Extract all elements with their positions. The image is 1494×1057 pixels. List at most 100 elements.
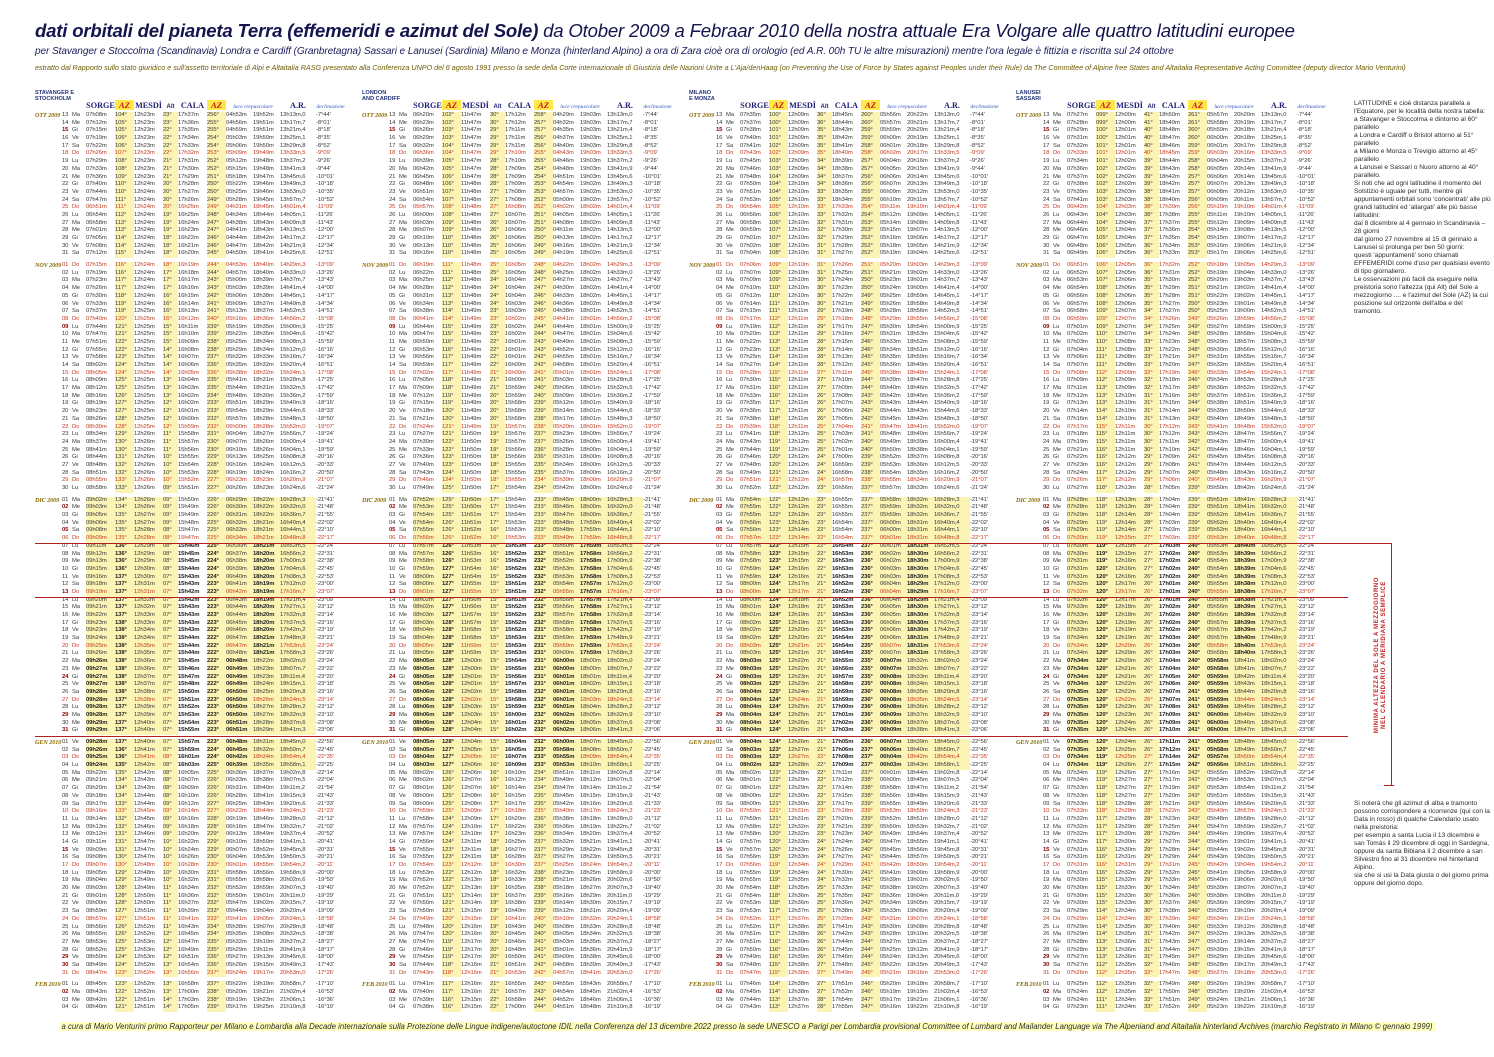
table-row: 14 Gi 07h57m 120° 12h33m 24° 17h24m 240° 05h47m…	[716, 838, 988, 847]
table-row: 08 Ve 09h18m 134° 12h44m 08° 16h10m 226° 06h28m…	[62, 792, 334, 801]
table-row: 19 Sa 09h24m 138° 12h34m 07° 15h44m 222° 06h47m…	[62, 635, 334, 643]
table-row: 28 Lu 08h04m 124° 12h25m 21° 17h00m 236° 06h08m…	[716, 704, 988, 712]
table-row: 28 Me 06h46m 105° 12h04m 37° 17h36m 254° 05h14m…	[1043, 227, 1315, 235]
table-row: 21 Gi 07h51m 121° 12h14m 19° 16h37m 239° 05h16m…	[389, 892, 661, 901]
table-row: 27 Ma 06h44m 104° 12h04m 37° 17h37m 255° 05h12m…	[1043, 219, 1315, 228]
column-header-cala: CALA	[834, 101, 859, 110]
table-row: 22 Ve 07h53m 118° 12h36m 25° 17h36m 242° 05h34m…	[716, 900, 988, 909]
table-row: 16 Ve 07h31m 100° 12h01m 40° 18h47m 260° 06h00m…	[1043, 135, 1312, 143]
table-row: 13 Do 08h01m 127° 11h55m 15° 15h51m 232° 05h55m…	[389, 588, 661, 597]
table-row: 17 Sa 07h22m 106° 12h23m 22° 17h33m 254° 05h06m…	[62, 142, 331, 151]
table-row: 26 Ma 08h55m 126° 12h52m 12° 16h45m 234° 05h35m…	[62, 931, 334, 939]
table-row: 03 Do 08h03m 123° 12h27m 22° 17h08m 237° 06h04m…	[716, 754, 988, 763]
table-row: 15 Ve 07h55m 123° 12h11m 18° 16h27m 237° 05h29m…	[389, 846, 661, 855]
table-row: 24 Gi 08h05m 128° 12h01m 15° 15h56m 231° 06h01m…	[389, 673, 661, 682]
table-row: 15 Do 08h05m 124° 12h25m 14° 16h05m 236° 05h38m…	[62, 369, 334, 378]
station-table-header: LONDON AND CARDIFF SORGE AZ MESDÌ Alt CALA AZ lu…	[362, 86, 689, 112]
table-row: 18 Ve 07h33m 120° 12h19m 26° 17h02m 240° 05h57m…	[1043, 627, 1315, 636]
table-row: 03 Do 07h34m 119° 12h25m 27° 17h14m 242° 05h57m…	[1043, 754, 1315, 763]
table-row: 26 Ma 07h51m 117° 12h38m 26° 17h42m 243° 05h28m…	[716, 931, 988, 939]
table-row: 11 Me 07h22m 113° 12h11m 28° 17h15m 246° 05h33m…	[716, 338, 988, 347]
footer-credit: a cura di Mario Venturini primo Rapporte…	[0, 1022, 1494, 1031]
table-row: 07 Lu 09h11m 136° 12h29m 08° 15h46m 225° 06h36m…	[62, 542, 334, 551]
table-row: 30 Lu 07h52m 122° 12h12m 23° 16h56m 237° 05h57m…	[716, 485, 988, 493]
table-row: 04 Gi 07h38m 116° 12h15m 22° 17h00m 244° 04h51m…	[389, 1004, 661, 1013]
table-row: 12 Gi 06h53m 116° 11h49m 22° 16h01m 243° 04h52m…	[389, 346, 661, 355]
table-row: 03 Ma 06h25m 112° 11h48m 24° 16h04m 247° 04h27m…	[389, 277, 661, 286]
table-row: 16 Lu 07h30m 115° 12h11m 27° 17h10m 244° 05h39m…	[716, 377, 988, 386]
table-row: 04 Lu 09h24m 135° 12h42m 08° 16h03m 225° 06h39m…	[62, 762, 334, 770]
table-row: 07 Sa 06h38m 114° 11h49m 23° 16h03m 245° 04h38m…	[389, 308, 661, 316]
table-row: 20 Ma 07h46m 103° 12h09m 34° 18h38m 257° 06h05m…	[716, 165, 985, 174]
column-header-sorge: SORGE	[413, 101, 442, 110]
table-row: 19 Gi 07h35m 117° 12h11m 26° 17h07m 243° 05h43m…	[716, 400, 988, 409]
table-row: 16 Me 08h01m 124° 12h19m 21° 16h53m 236° 06h05m…	[716, 612, 988, 620]
table-row: 15 Do 07h08m 112° 12h09m 32° 17h19m 246° 05h33m…	[1043, 369, 1315, 378]
table-row: DIC 2009 01 Ma 09h02m 134° 12h26m 09° 15h50m 22…	[35, 496, 334, 505]
table-row: 19 Sa 08h02m 125° 12h20m 21° 16h54m 235° 06h06m…	[716, 635, 988, 643]
page-subtitle: per Stavanger e Stoccolma (Scandinavia) …	[35, 46, 1174, 57]
table-row: 07 Gi 08h01m 126° 12h07m 16° 16h14m 234° 05h47m…	[389, 785, 661, 793]
table-row: 30 Sa 07h27m 112° 12h35m 32° 17h46m 248° 05h28m…	[1043, 961, 1315, 970]
table-row: 22 Ma 08h05m 128° 12h00m 15° 15h54m 231° 06h00m…	[389, 658, 661, 666]
table-row: 03 Do 09h25m 136° 12h41m 08° 16h01m 224° 06h42m…	[62, 754, 334, 763]
table-row: 15 Ve 07h31m 116° 12h30m 29° 17h28m 244° 05h44m…	[1043, 846, 1315, 855]
table-row: 21 Gi 07h30m 115° 12h33m 30° 17h36m 246° 05h38m…	[1043, 892, 1315, 901]
page-title-bold: dati orbitali del pianeta Terra (effemer…	[35, 20, 539, 41]
column-header-sorge: SORGE	[86, 101, 115, 110]
table-row: 27 Ma 06h58m 113° 12h24m 19° 16h24m 247° 04h38m…	[62, 219, 334, 228]
column-header-alt: Alt	[493, 104, 502, 110]
table-row: 13 Do 07h32m 120° 12h17m 26° 17h01m 240° 05h55m…	[1043, 588, 1315, 597]
table-row: 23 Me 08h03m 125° 12h22m 21° 16h56m 235° 06h07m…	[716, 665, 988, 674]
column-header-ar: A.R.	[617, 101, 633, 110]
table-row: 28 Gi 07h28m 113° 12h36m 31° 17h44m 247° 05h30m…	[1043, 946, 1315, 955]
table-row: 04 Ve 07h56m 123° 12h13m 23° 16h54m 237° 06h00m…	[716, 519, 988, 528]
table-row: 16 Sa 07h55m 123° 12h11m 18° 16h28m 237° 05h27m…	[389, 854, 661, 862]
column-header-ar: A.R.	[944, 101, 960, 110]
column-header-az: AZ	[769, 100, 788, 110]
table-row: 22 Do 07h24m 121° 11h49m 19° 15h57m 238° 05h20m…	[389, 423, 661, 432]
column-header-decl: declinazione	[643, 104, 672, 110]
table-row: 07 Gi 09h20m 134° 12h43m 08° 16h09m 226° 06h31m…	[62, 785, 334, 793]
table-row: 12 Sa 07h32m 120° 12h17m 26° 17h01m 240° 05h55m…	[1043, 581, 1315, 589]
table-row: 24 Sa 06h54m 107° 11h48m 27° 17h08m 252° 05h00m…	[389, 196, 661, 205]
table-row: 27 Do 09h28m 137° 12h38m 07° 15h51m 223° 06h50m…	[62, 696, 334, 705]
table-row: 31 Gi 07h35m 120° 12h24m 26° 17h10m 241° 06h00m…	[1043, 727, 1315, 735]
table-row: 22 Ma 09h26m 138° 12h36m 07° 15h45m 222° 06h48m…	[62, 658, 334, 666]
table-row: 06 Me 08h02m 126° 12h07m 16° 16h12m 234° 05h49m…	[389, 777, 661, 786]
source-line: estratto dal Rapporto sullo stato giurid…	[35, 63, 1406, 72]
table-row: 18 Do 06h36m 104° 11h47m 29° 17h10m 255° 04h43m…	[389, 150, 658, 159]
table-row: 19 Gi 08h19m 127° 12h25m 12° 16h02m 233° 05h51m…	[62, 400, 334, 409]
table-row: 28 Sa 07h24m 117° 12h12m 29° 17h07m 240° 05h48m…	[1043, 469, 1315, 478]
table-row: 02 Lu 07h07m 109° 12h10m 31° 17h25m 251° 05h21m…	[716, 269, 988, 278]
table-row: 08 Ve 08h00m 122° 12h30m 22° 17h15m 238° 05h56m…	[716, 792, 988, 801]
table-row: 19 Lu 06h39m 105° 11h47m 28° 17h10m 255° 04h46m…	[389, 158, 658, 166]
table-row: 17 Do 07h56m 119° 12h34m 24° 17h29m 241° 05h42m…	[716, 862, 988, 870]
table-row: NOV 200901 Do 06h19m 111° 11h48m 25° 16h05m 24…	[362, 262, 661, 270]
table-row: 30 Ve 06h13m 110° 11h48m 25° 16h06m 249° 04h16m…	[389, 242, 661, 251]
solstice-vertical-label-line2: NEL CALENDARIO A MERIDIANA SEMPLICE	[1381, 581, 1387, 729]
station-table-1: STAVANGER E STOCKHOLM SORGE AZ MESDÌ Alt CALA A…	[35, 86, 362, 1013]
table-row: 20 Do 07h34m 120° 12h20m 26° 17h03m 240° 05h58m…	[1043, 642, 1315, 651]
column-header-sorge: SORGE	[740, 101, 769, 110]
table-row: 18 Do 07h43m 102° 12h09m 35° 18h40m 258° 06h02m…	[716, 150, 985, 159]
table-row: 23 Me 07h34m 120° 12h21m 26° 17h04m 240° 05h58m…	[1043, 665, 1315, 674]
column-header-decl: declinazione	[316, 104, 345, 110]
table-row: 02 Lu 06h22m 111° 11h48m 25° 16h05m 248° 04h25m…	[389, 269, 661, 278]
table-row: 21 Gi 09h01m 128° 12h50m 11° 16h36m 232° 05h50m…	[62, 892, 334, 901]
sidebar-paragraph: Le osservazioni più facili da eseguire n…	[1354, 276, 1488, 315]
table-row: 27 Ma 06h03m 109° 11h48m 26° 16h07m 251° 04h08m…	[389, 219, 661, 228]
table-row: 17 Sa 06h32m 104° 11h47m 29° 17h11m 256° 04h40m…	[389, 142, 658, 151]
table-row: 13 Me 07h32m 117° 12h30m 28° 17h26m 244° 05h46m…	[1043, 831, 1315, 839]
table-row: 04 Gi 07h43m 113° 12h37m 28° 17h55m 247° 05h16m…	[716, 1004, 988, 1013]
table-row: 30 Me 08h04m 124° 12h26m 21° 17h02m 236° 06h09m…	[716, 719, 988, 728]
table-row: 28 Lu 07h35m 120° 12h23m 26° 17h08m 241° 05h59m…	[1043, 704, 1315, 712]
table-row: 03 Gi 09h05m 135° 12h27m 09° 15h49m 226° 06h31m…	[62, 512, 334, 520]
table-row: 23 Sa 07h29m 114° 12h34m 30° 17h38m 246° 05h35m…	[1043, 908, 1315, 916]
table-row: 08 Ma 07h57m 126° 11h53m 16° 15h52m 232° 05h51m…	[389, 550, 661, 559]
table-row: 16 Me 08h03m 127° 11h57m 15° 15h52m 232° 05h57m…	[389, 612, 661, 620]
table-row: 19 Ma 07h55m 119° 12h35m 24° 17h32m 241° 05h39m…	[716, 877, 988, 886]
table-row: 21 Me 06h45m 106° 11h47m 28° 17h09m 254° 04h51m…	[389, 173, 661, 182]
table-row: 03 Ma 07h09m 109° 12h10m 30° 17h24m 250° 05h23m…	[716, 277, 988, 286]
table-row: 21 Me 07h37m 102° 12h02m 39° 18h42m 257° 06h06m…	[1043, 173, 1315, 182]
